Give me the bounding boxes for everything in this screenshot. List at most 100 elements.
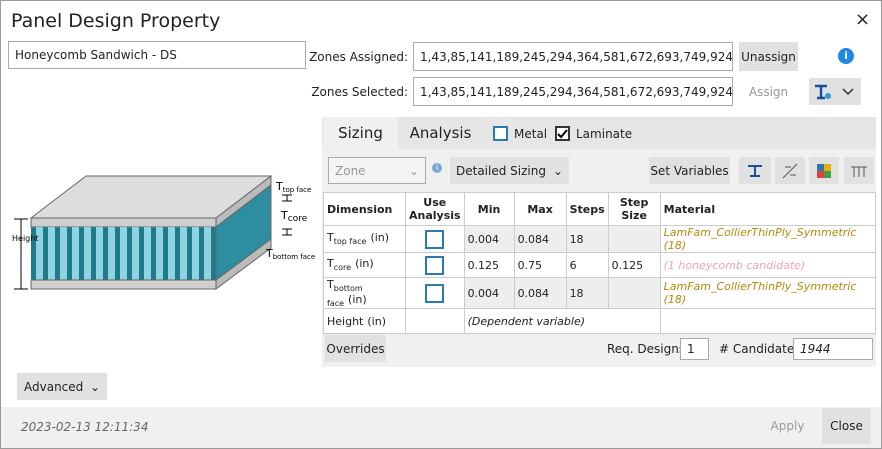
core-cell	[36, 227, 43, 280]
column-header: Use Analysis	[405, 192, 465, 226]
dimension-cell: Ttop face (in)	[323, 225, 406, 253]
checkbox[interactable]	[493, 126, 508, 141]
dimension-subscript: bottom face	[327, 284, 363, 309]
min-cell[interactable]: 0.004	[463, 276, 515, 310]
core-cell	[168, 227, 175, 280]
column-header: Max	[513, 192, 567, 226]
overrides-button[interactable]: Overrides	[325, 335, 386, 362]
material-cell[interactable]: LamFam_CollierThinPly_Symmetric (18)	[659, 225, 877, 253]
req-designs-input[interactable]: 1	[680, 338, 709, 360]
assigned-label: Zones Assigned:	[309, 49, 408, 64]
min-cell[interactable]: 0.004	[463, 225, 515, 253]
zone-dropdown[interactable]: Zone ⌄	[328, 157, 426, 184]
tool-dropdown[interactable]	[809, 78, 861, 105]
step-size-cell[interactable]: 0.125	[607, 252, 661, 278]
dimension-table: Dimension Use Analysis Min Max Steps Step Siz…	[323, 192, 877, 335]
core-cell	[48, 227, 55, 280]
caret: ⌄	[89, 379, 100, 394]
info-icon[interactable]: i	[838, 48, 854, 64]
step-size-cell[interactable]	[607, 225, 661, 253]
icon-button[interactable]	[739, 157, 771, 184]
dimension-cell: Tbottom face (in)	[323, 276, 406, 310]
icon	[817, 163, 831, 178]
checkmark	[557, 129, 568, 139]
icon	[851, 166, 867, 177]
subscript: bottom face	[273, 253, 315, 261]
checkbox-label: Laminate	[576, 126, 633, 141]
core-cell	[132, 227, 139, 280]
candidates-input[interactable]: 1944	[793, 338, 873, 360]
core-cell	[84, 227, 91, 280]
material-cell[interactable]: (1 honeycomb candidate)	[659, 252, 877, 278]
checkbox[interactable]	[425, 229, 445, 249]
symbol: T	[275, 180, 283, 193]
core-cell	[192, 227, 199, 280]
material-cell	[659, 308, 877, 335]
selected-zones[interactable]: 1,43,85,141,189,245,294,364,581,672,693,…	[413, 77, 733, 106]
assign-button[interactable]: Assign	[748, 84, 789, 99]
icon	[782, 163, 798, 178]
close-button[interactable]: Close	[822, 408, 871, 444]
info-icon[interactable]: i	[432, 163, 442, 173]
dimension-cell: Tcore (in)	[323, 252, 406, 278]
core-cell	[204, 227, 211, 280]
dimension-symbol: T	[327, 278, 334, 291]
panel-name[interactable]: Honeycomb Sandwich - DS	[8, 41, 306, 69]
header-row: Dimension Use Analysis Min Max Steps Step Siz…	[323, 192, 877, 226]
steps-cell[interactable]: 18	[565, 225, 609, 253]
advanced-button[interactable]: Advanced ⌄	[17, 373, 107, 400]
icon-button[interactable]	[844, 157, 874, 184]
caret: ⌄	[408, 163, 419, 178]
zone-text: Zone	[335, 163, 366, 178]
use-analysis-cell	[405, 276, 465, 310]
steps-cell[interactable]: 6	[565, 252, 609, 278]
core-cell	[156, 227, 163, 280]
dimension-symbol: T	[327, 231, 334, 245]
tab[interactable]: Sizing	[323, 117, 398, 149]
footer	[1, 407, 881, 448]
step-size-cell[interactable]	[607, 276, 661, 310]
dimension-unit: (in)	[355, 257, 374, 271]
checkbox[interactable]	[425, 283, 445, 303]
checkbox[interactable]	[555, 126, 570, 141]
checkbox[interactable]	[425, 255, 445, 275]
table-row: Height (in) (Dependent variable)	[323, 308, 877, 335]
mode-text: Detailed Sizing	[456, 163, 546, 178]
max-cell[interactable]: 0.084	[513, 276, 567, 310]
column-header: Step Size	[607, 192, 661, 226]
core-cell	[60, 227, 67, 280]
max-cell[interactable]: 0.084	[513, 225, 567, 253]
dimension-cell: Height (in)	[323, 308, 406, 335]
icon-button[interactable]	[809, 157, 839, 184]
table-row: Tcore (in) 0.125 0.75 6 0.125 (1 honeycomb can…	[323, 252, 877, 278]
table-row: Ttop face (in) 0.004 0.084 18 LamFam_CollierT…	[323, 225, 877, 253]
dimension-unit: (in)	[370, 231, 390, 245]
material-cell[interactable]: LamFam_CollierThinPly_Symmetric (18)	[659, 276, 877, 310]
symbol: T	[280, 209, 288, 222]
subscript: top face	[283, 186, 312, 194]
column-header: Material	[659, 192, 877, 226]
apply-button[interactable]: Apply	[770, 419, 805, 433]
tool-icon	[815, 84, 854, 100]
icon-button[interactable]	[775, 157, 805, 184]
column-header: Steps	[565, 192, 609, 226]
icon	[748, 164, 762, 177]
assigned-zones[interactable]: 1,43,85,141,189,245,294,364,581,672,693,…	[413, 42, 733, 71]
unassign-button[interactable]: Unassign	[739, 42, 798, 71]
subscript: core	[288, 214, 308, 224]
steps-cell[interactable]: 18	[565, 276, 609, 310]
checkbox-label: Metal	[514, 126, 548, 141]
sandwich-diagram: Height Ttop face Tcore Tbottom face	[12, 174, 315, 290]
min-cell[interactable]: 0.125	[463, 252, 515, 278]
close-x[interactable]: ×	[855, 9, 871, 30]
core-cell	[108, 227, 115, 280]
dimension-subscript: top face	[333, 237, 367, 247]
note-cell: (Dependent variable)	[463, 308, 661, 335]
mode-dropdown[interactable]: Detailed Sizing ⌄	[450, 157, 569, 184]
tab-bar	[322, 117, 876, 149]
tab[interactable]: Analysis	[409, 124, 472, 142]
core-cell	[144, 227, 151, 280]
set-variables-button[interactable]: Set Variables	[649, 157, 730, 184]
max-cell[interactable]: 0.75	[513, 252, 567, 278]
top-label: Ttop face	[275, 180, 311, 194]
